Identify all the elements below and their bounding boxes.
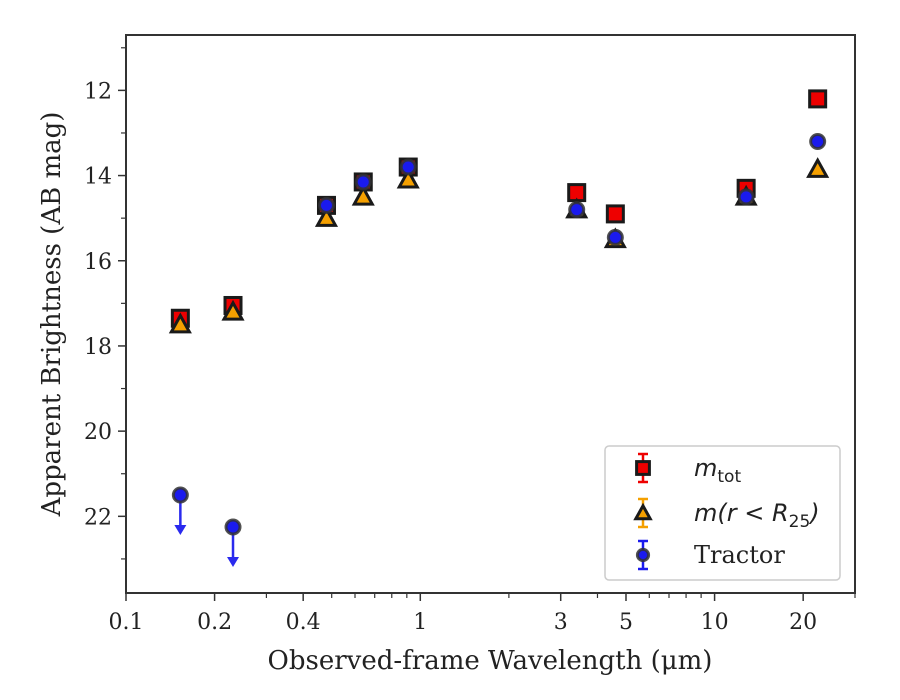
legend-entry-label: m(r < R25) xyxy=(694,499,820,532)
data-point xyxy=(396,167,420,189)
upper-limit-arrowhead xyxy=(227,556,240,567)
x-tick-label: 0.4 xyxy=(286,610,321,635)
data-point xyxy=(317,196,335,214)
data-marks xyxy=(168,89,830,567)
y-tick-label: 18 xyxy=(84,335,112,360)
x-axis-label: Observed-frame Wavelength (μm) xyxy=(268,646,713,676)
y-tick-label: 14 xyxy=(84,165,112,190)
x-tick-label: 3 xyxy=(554,610,568,635)
y-tick-label: 16 xyxy=(84,250,112,275)
y-axis-ticks: 12 14 16 18 20 22 xyxy=(84,47,126,560)
x-tick-label: 10 xyxy=(701,610,729,635)
data-point xyxy=(171,486,189,504)
data-point xyxy=(605,204,625,224)
legend: mtot m(r < R25) Tractor xyxy=(604,445,841,581)
data-point xyxy=(314,206,339,227)
series-triangle xyxy=(168,157,830,334)
data-point xyxy=(737,188,755,206)
data-point xyxy=(354,173,372,191)
x-tick-label: 1 xyxy=(413,610,427,635)
legend-marker xyxy=(635,460,651,476)
x-tick-label: 0.1 xyxy=(109,610,144,635)
series-square xyxy=(170,89,828,328)
legend-entry-label: Tractor xyxy=(694,541,785,569)
data-point xyxy=(809,132,827,150)
y-tick-label: 12 xyxy=(84,79,112,104)
plot-frame xyxy=(125,34,856,594)
y-tick-label: 20 xyxy=(84,420,112,445)
data-point xyxy=(399,158,417,176)
series-circle xyxy=(171,132,827,567)
y-axis-label: Apparent Brightness (AB mag) xyxy=(37,112,67,518)
data-point xyxy=(221,299,245,321)
x-tick-label: 0.2 xyxy=(197,610,232,635)
y-tick-label: 22 xyxy=(84,505,112,530)
data-point xyxy=(351,184,375,206)
legend-box xyxy=(604,445,841,581)
legend-marker xyxy=(633,502,653,521)
legend-marker xyxy=(635,547,651,563)
x-axis-ticks: 0.1 0.2 0.4 1 3 5 10 20 xyxy=(109,593,856,635)
legend-entry-label: mtot xyxy=(694,454,741,487)
upper-limit-arrowhead xyxy=(174,525,187,536)
data-point xyxy=(808,89,828,109)
data-point xyxy=(606,228,624,246)
x-tick-label: 20 xyxy=(789,610,817,635)
data-point xyxy=(224,518,242,536)
data-point xyxy=(806,157,830,178)
data-point xyxy=(568,201,586,219)
data-point xyxy=(168,312,192,334)
x-tick-label: 5 xyxy=(619,610,633,635)
